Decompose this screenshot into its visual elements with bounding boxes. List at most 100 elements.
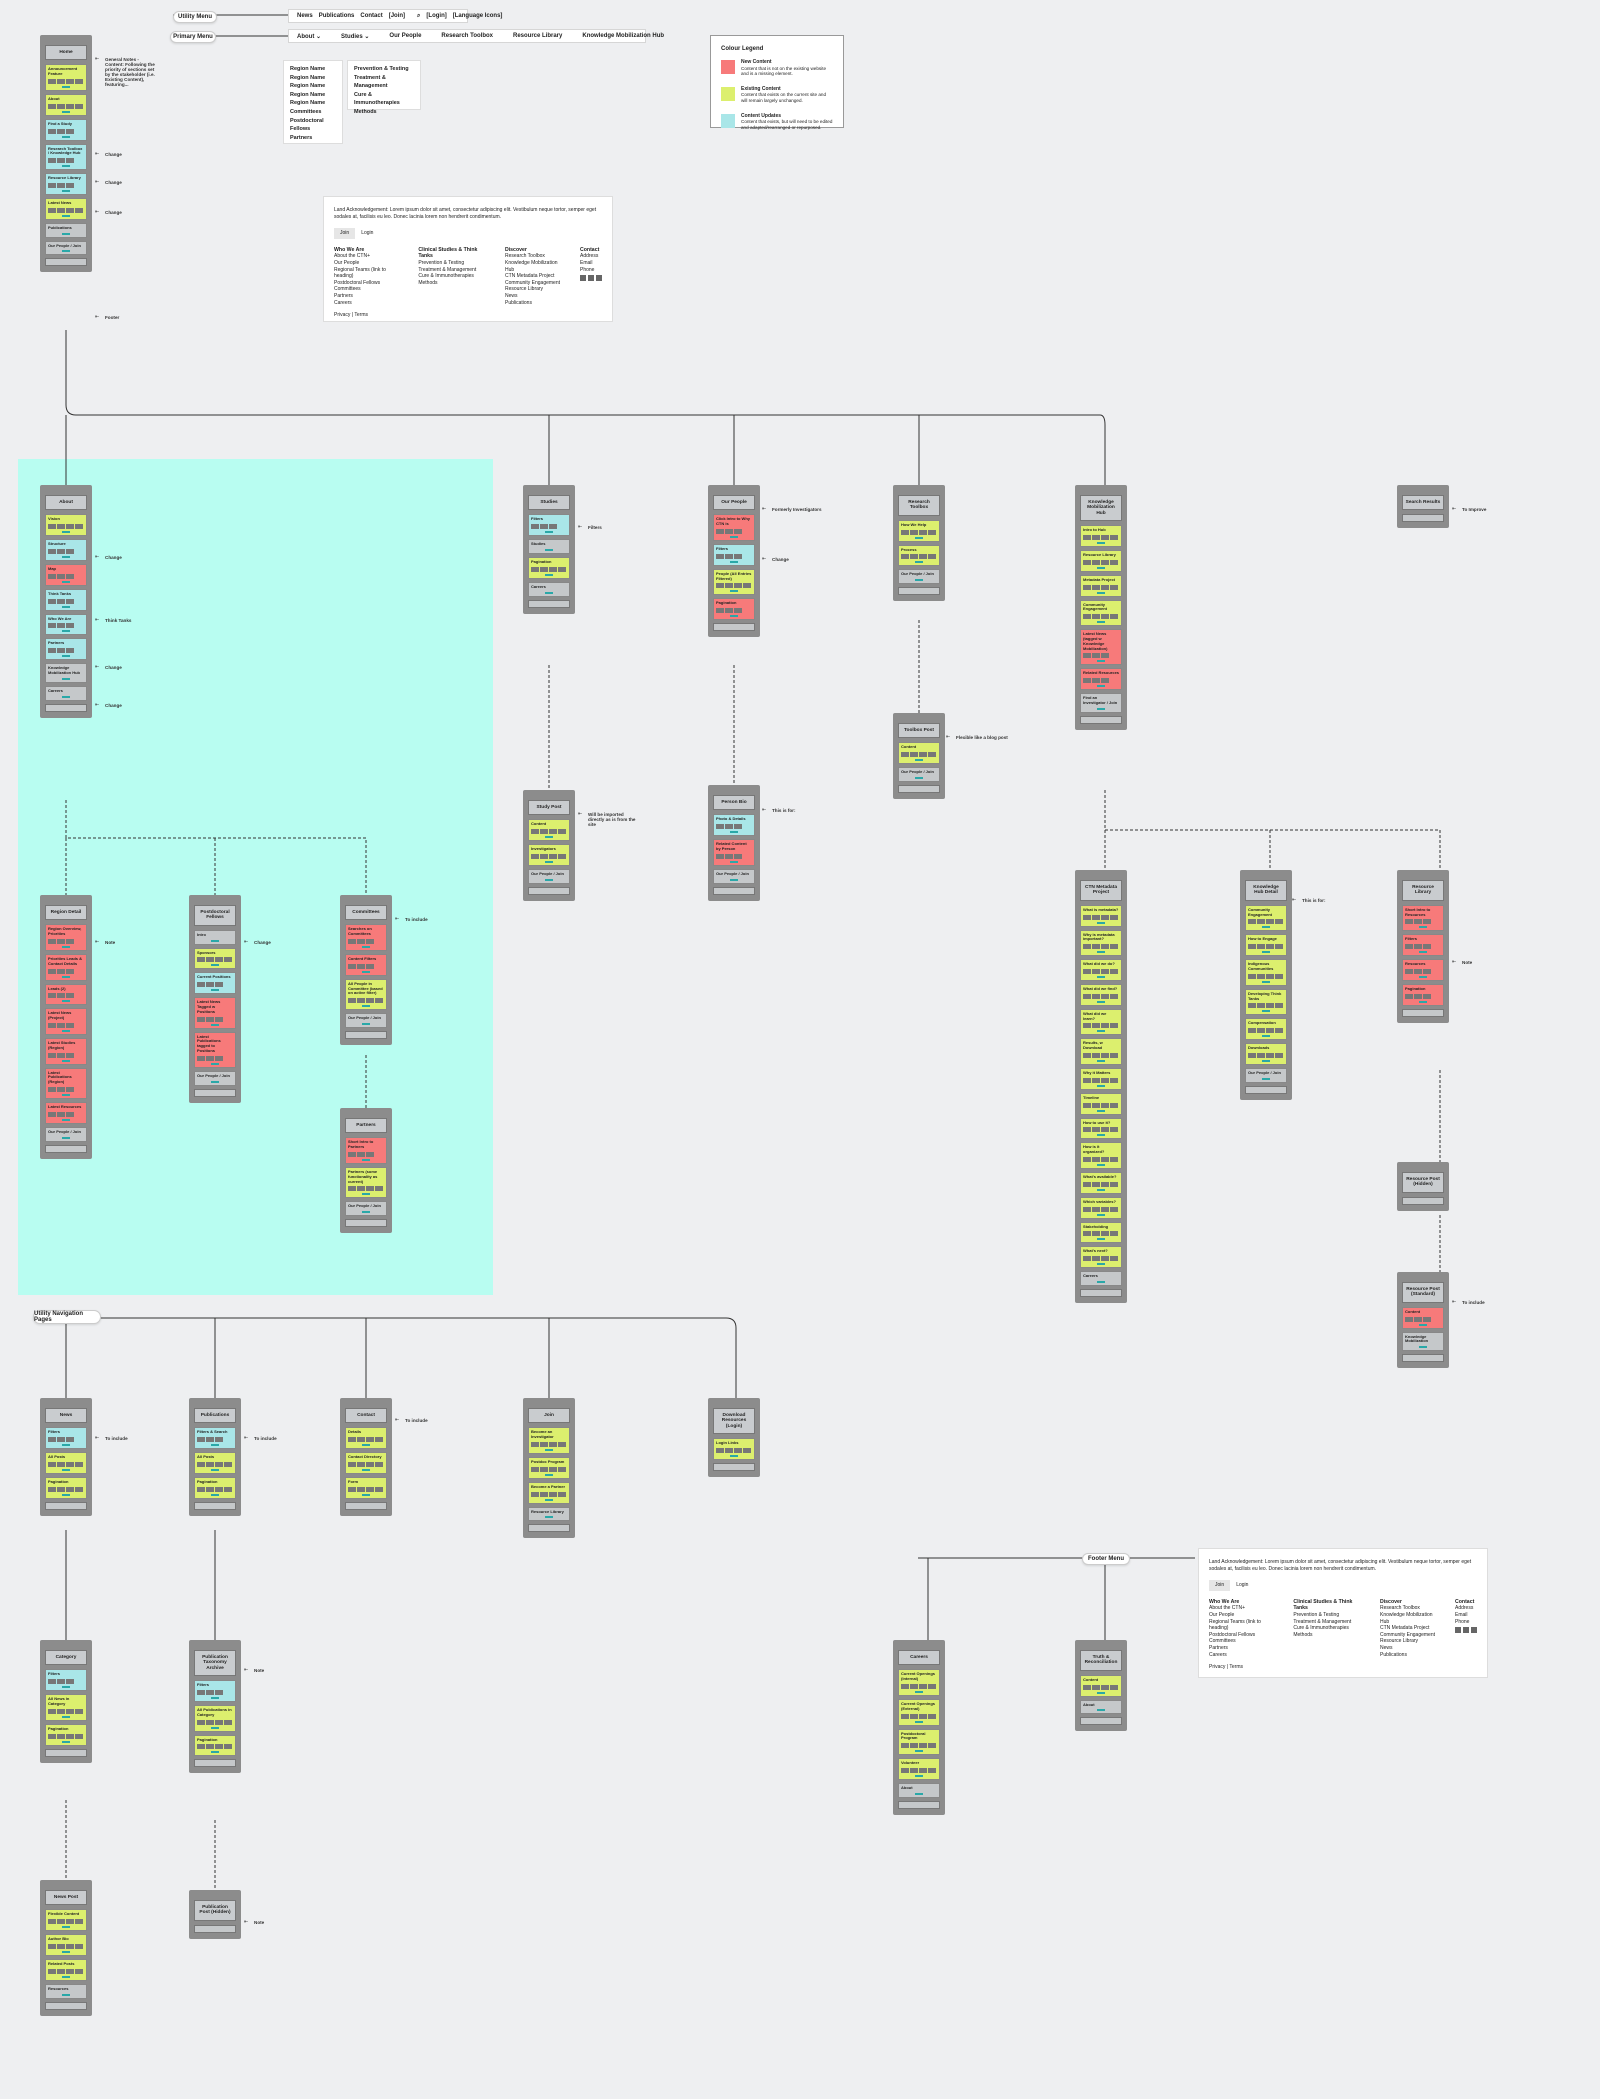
cta-button[interactable]	[730, 615, 738, 618]
cta-button[interactable]	[730, 590, 738, 593]
cta-button[interactable]	[362, 1493, 370, 1496]
cta-button[interactable]	[62, 1469, 70, 1471]
footer-link[interactable]: Careers	[334, 299, 352, 306]
cta-button[interactable]	[1097, 1000, 1105, 1003]
login-link[interactable]: Login	[361, 230, 374, 237]
page-wireframe-about[interactable]: About Vision Structure Map Think Tanks Who We…	[40, 485, 92, 718]
cta-button[interactable]	[62, 189, 70, 192]
cta-button[interactable]	[62, 1975, 70, 1978]
dropdown-item[interactable]: Region Name	[290, 66, 326, 72]
cta-button[interactable]	[915, 561, 923, 564]
cta-button[interactable]	[1097, 1238, 1105, 1241]
cta-button[interactable]	[1262, 1077, 1270, 1080]
cta-button[interactable]	[1097, 1188, 1105, 1191]
search-icon[interactable]: ⌕	[417, 12, 421, 19]
page-wireframe-kh-detail[interactable]: Knowledge Hub Detail Community Engagement…	[1240, 870, 1292, 1100]
dropdown-item[interactable]: Methods	[354, 108, 377, 115]
cta-button[interactable]	[1097, 976, 1105, 978]
cta-button[interactable]	[362, 1193, 370, 1196]
cta-button[interactable]	[62, 531, 70, 534]
dropdown-item[interactable]: Committees	[290, 108, 322, 115]
cta-button[interactable]	[545, 836, 553, 839]
join-button[interactable]: Join	[334, 228, 356, 239]
cta-button[interactable]	[62, 1686, 70, 1689]
footer-link[interactable]: Committees	[334, 286, 361, 293]
cta-button[interactable]	[1097, 685, 1105, 688]
cta-button[interactable]	[62, 677, 70, 680]
footer-link[interactable]: Treatment & Management	[418, 266, 477, 273]
cta-button[interactable]	[1419, 976, 1427, 978]
cta-button[interactable]	[545, 861, 553, 863]
cta-button[interactable]	[1097, 951, 1105, 954]
cta-button[interactable]	[1262, 980, 1270, 983]
footer-link[interactable]: CTN Metadata Project	[504, 273, 555, 280]
cta-button[interactable]	[1097, 707, 1105, 710]
page-wireframe-careers[interactable]: Careers Current Openings (Internal) Curren…	[893, 1640, 945, 1815]
footer-link[interactable]: Cure & Immunotherapies	[1293, 1625, 1349, 1632]
cta-button[interactable]	[211, 964, 219, 967]
cta-button[interactable]	[362, 970, 370, 973]
cta-button[interactable]	[1097, 591, 1105, 594]
cta-button[interactable]	[1097, 621, 1105, 624]
footer-link[interactable]: Partners	[334, 292, 353, 299]
cta-button[interactable]	[545, 1449, 553, 1451]
cta-button[interactable]	[62, 165, 70, 168]
dropdown-item[interactable]: Postdoctoral Fellows	[290, 117, 324, 133]
footer-link[interactable]: Publications	[1379, 1651, 1407, 1658]
cta-button[interactable]	[1097, 1084, 1105, 1087]
page-wireframe-studies[interactable]: Studies Filters Studies Pagination Careers	[523, 485, 575, 614]
cta-button[interactable]	[362, 946, 370, 948]
cta-button[interactable]	[211, 1062, 219, 1065]
footer-link[interactable]: Research Toolbox	[1379, 1605, 1420, 1612]
page-wireframe-download[interactable]: Download Resources (Login) Login Links	[708, 1398, 760, 1478]
cta-button[interactable]	[62, 1951, 70, 1953]
cta-button[interactable]	[62, 86, 70, 88]
page-wireframe-truth[interactable]: Truth & Reconciliation Content About	[1075, 1640, 1127, 1732]
cta-button[interactable]	[1097, 1213, 1105, 1216]
cta-button[interactable]	[1419, 926, 1427, 929]
menu-news[interactable]: News	[297, 13, 313, 19]
cta-button[interactable]	[62, 1093, 70, 1096]
cta-button[interactable]	[1262, 926, 1270, 929]
footer-link[interactable]: CTN Metadata Project	[1379, 1625, 1430, 1632]
page-wireframe-contact[interactable]: Contact Details Contact Directory Form	[340, 1398, 392, 1516]
cta-button[interactable]	[730, 1455, 738, 1458]
menu-studies[interactable]: Studies ⌄	[341, 33, 369, 40]
cta-button[interactable]	[62, 1059, 70, 1062]
page-wireframe-search[interactable]: Search Results	[1397, 485, 1449, 529]
cta-button[interactable]	[62, 580, 70, 583]
cta-button[interactable]	[62, 1493, 70, 1496]
cta-button[interactable]	[362, 1211, 370, 1214]
dropdown-item[interactable]: Prevention & Testing	[354, 66, 409, 72]
footer-link[interactable]: Cure & Immunotherapies	[418, 273, 474, 280]
cta-button[interactable]	[62, 1029, 70, 1032]
cta-button[interactable]	[211, 1697, 219, 1700]
footer-link[interactable]: Knowledge Mobilization Hub	[1379, 1611, 1433, 1625]
cta-button[interactable]	[62, 655, 70, 658]
footer-link[interactable]: Prevention & Testing	[418, 259, 465, 266]
cta-button[interactable]	[915, 759, 923, 762]
cta-button[interactable]	[730, 560, 738, 563]
cta-button[interactable]	[62, 946, 70, 948]
page-wireframe-ctn-meta[interactable]: CTN Metadata Project What is metadata? Why…	[1075, 870, 1127, 1303]
cta-button[interactable]	[1419, 1323, 1427, 1326]
cta-button[interactable]	[62, 1715, 70, 1718]
footer-link[interactable]: Knowledge Mobilization Hub	[504, 259, 558, 273]
footer-link[interactable]: Our People	[1209, 1611, 1235, 1618]
footer-link[interactable]: News	[1379, 1644, 1393, 1651]
page-wireframe-news-post[interactable]: News Post Flexible Content Author Bio Relat…	[40, 1880, 92, 2016]
footer-link[interactable]: Committees	[1209, 1638, 1236, 1645]
cta-button[interactable]	[915, 579, 923, 582]
cta-button[interactable]	[62, 1118, 70, 1121]
footer-link[interactable]: Phone	[580, 266, 595, 273]
cta-button[interactable]	[730, 860, 738, 863]
cta-button[interactable]	[362, 1469, 370, 1471]
cta-button[interactable]	[545, 1516, 553, 1519]
footer-link[interactable]: Regional Teams (link to heading)	[1209, 1618, 1261, 1632]
cta-button[interactable]	[1262, 951, 1270, 954]
footer-link[interactable]: Careers	[1209, 1651, 1227, 1658]
cta-button[interactable]	[1097, 1134, 1105, 1137]
menu-our-people[interactable]: Our People	[389, 33, 422, 39]
page-wireframe-resource-post-hidden[interactable]: Resource Post (Hidden)	[1397, 1162, 1449, 1211]
footer-link[interactable]: Regional Teams (link to heading)	[334, 266, 386, 280]
